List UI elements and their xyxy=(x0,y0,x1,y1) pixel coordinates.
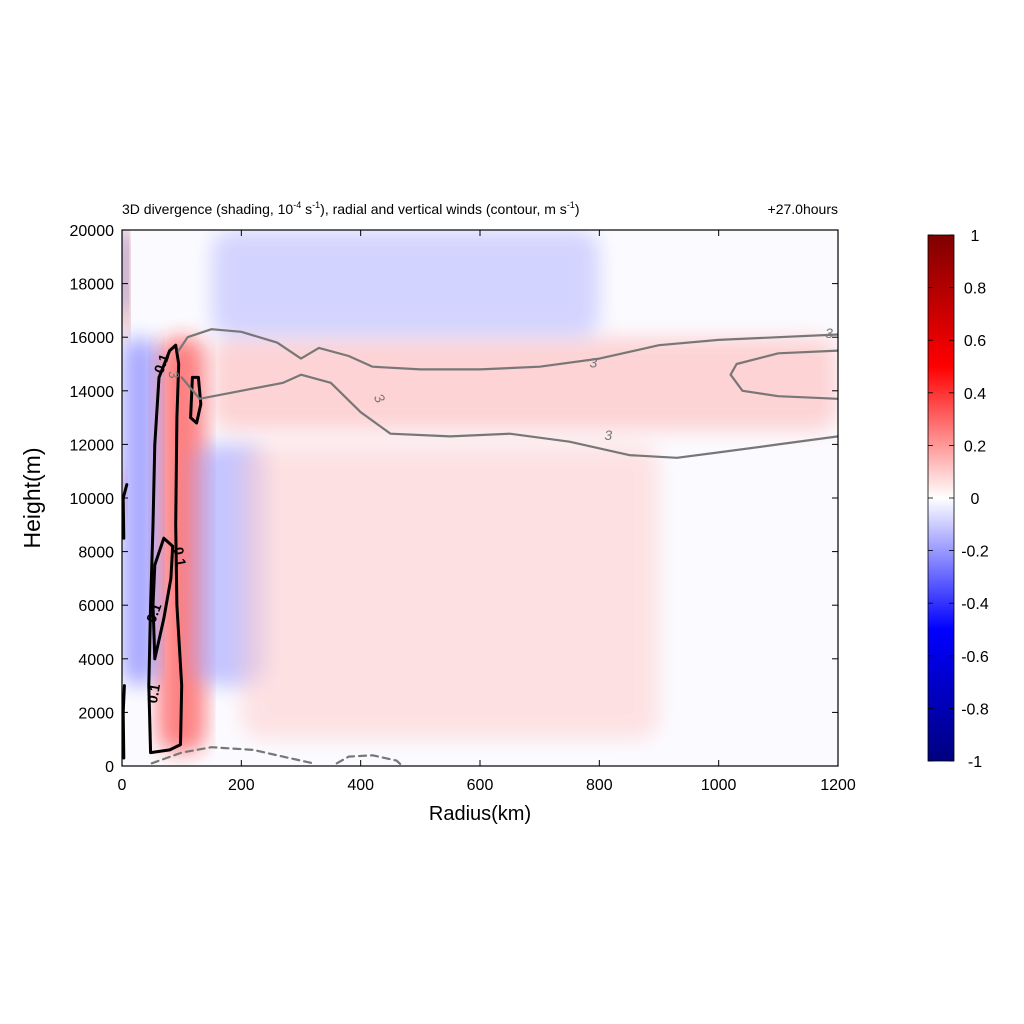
contour-label: 3 xyxy=(604,427,612,443)
y-tick-label: 14000 xyxy=(70,384,115,401)
x-tick-label: 1200 xyxy=(820,777,856,794)
y-axis-label: Height(m) xyxy=(19,448,45,549)
colorbar-tick-label: -1 xyxy=(968,754,982,771)
colorbar-tick-label: 0 xyxy=(971,491,980,508)
x-tick-label: 1000 xyxy=(701,777,737,794)
time-label: +27.0hours xyxy=(768,201,838,217)
contour-label: 0.1 xyxy=(143,601,165,625)
y-axis: 0 2000 4000 6000 8000 10000 12000 14000 16000 180… xyxy=(70,223,838,776)
divergence-shading xyxy=(122,230,838,753)
contour-label: 0.1 xyxy=(144,682,163,704)
wind-contours xyxy=(122,328,838,766)
x-tick-label: 200 xyxy=(228,777,255,794)
colorbar-tick-label: -0.8 xyxy=(961,701,989,718)
contour-label: 3 xyxy=(825,325,833,341)
contour-line-0.1 xyxy=(151,536,175,661)
shading-region-negative xyxy=(211,230,600,338)
shading-region-negative xyxy=(122,337,158,686)
x-tick-label: 600 xyxy=(467,777,494,794)
contour-line--3 xyxy=(150,746,314,765)
y-tick-label: 20000 xyxy=(70,223,115,240)
colorbar-ticks: 1 0.8 0.6 0.4 0.2 0 -0.2 -0.4 -0.6 -0.8 -1 xyxy=(928,228,989,771)
y-tick-label: 0 xyxy=(105,759,114,776)
contour-line-0.1 xyxy=(122,684,126,760)
x-tick-label: 400 xyxy=(347,777,374,794)
contour-line--3 xyxy=(335,754,404,766)
contour-line-3 xyxy=(729,349,838,400)
contour-label: 0.1 xyxy=(151,351,173,375)
contour-line-3 xyxy=(177,328,838,371)
contour-label: 3 xyxy=(589,355,597,371)
contour-line-0.1 xyxy=(189,375,203,425)
chart-title: 3D divergence (shading, 10-4 s-1), radia… xyxy=(122,200,580,217)
contour-label: 0.1 xyxy=(170,546,189,568)
shading-region-positive xyxy=(211,337,838,431)
contour-line-3 xyxy=(180,373,838,459)
colorbar: 1 0.8 0.6 0.4 0.2 0 -0.2 -0.4 -0.6 -0.8 -1 xyxy=(927,228,989,771)
colorbar-tick-label: 0.8 xyxy=(964,281,986,298)
x-axis-label: Radius(km) xyxy=(429,803,531,825)
y-tick-label: 12000 xyxy=(70,437,115,454)
colorbar-tick-label: 1 xyxy=(971,228,980,245)
y-tick-label: 10000 xyxy=(70,491,115,508)
colorbar-tick-label: -0.6 xyxy=(961,649,989,666)
x-tick-label: 800 xyxy=(586,777,613,794)
colorbar-tick-label: 0.2 xyxy=(964,438,986,455)
contour-label: 3 xyxy=(165,369,182,380)
y-tick-label: 16000 xyxy=(70,330,115,347)
shading-region-positive xyxy=(241,444,660,740)
y-tick-label: 18000 xyxy=(70,277,115,294)
y-tick-label: 2000 xyxy=(78,705,114,722)
y-tick-label: 8000 xyxy=(78,545,114,562)
x-axis: 0 200 400 600 800 1000 1200 xyxy=(118,230,856,794)
colorbar-tick-label: 0.6 xyxy=(964,333,986,350)
colorbar-tick-label: 0.4 xyxy=(964,386,986,403)
y-tick-label: 6000 xyxy=(78,598,114,615)
colorbar-tick-label: -0.4 xyxy=(961,596,989,613)
colorbar-tick-label: -0.2 xyxy=(961,544,989,561)
shading-region-negative xyxy=(122,230,128,311)
contour-line-0.1 xyxy=(147,343,184,755)
y-tick-label: 4000 xyxy=(78,652,114,669)
x-tick-label: 0 xyxy=(118,777,127,794)
